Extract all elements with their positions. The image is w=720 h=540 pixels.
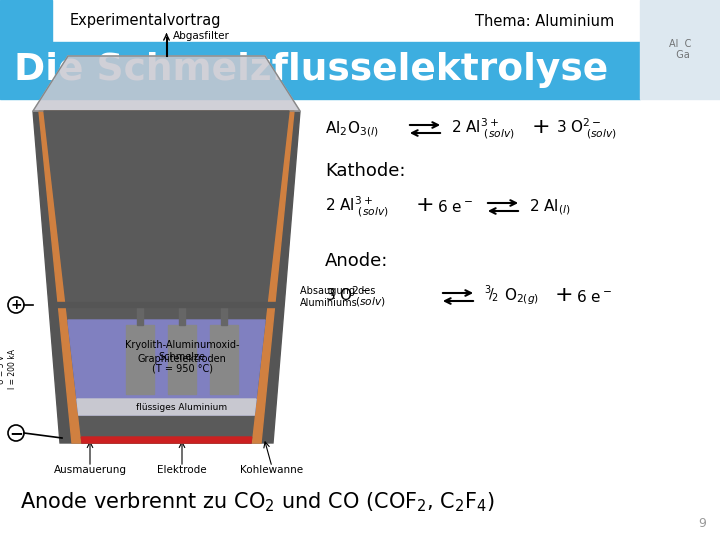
Bar xyxy=(0,0,720,42)
Bar xyxy=(168,325,196,394)
Text: 2 Al$^{3+}_{\ (solv)}$: 2 Al$^{3+}_{\ (solv)}$ xyxy=(325,195,389,219)
Text: +: + xyxy=(415,195,434,215)
Text: Kathode:: Kathode: xyxy=(325,162,405,180)
Text: 9: 9 xyxy=(698,517,706,530)
Text: −: − xyxy=(9,424,23,442)
Text: +: + xyxy=(10,298,22,312)
Bar xyxy=(126,325,154,394)
Text: Kohlewanne: Kohlewanne xyxy=(240,465,304,475)
Bar xyxy=(210,325,238,394)
Text: Abgasfilter: Abgasfilter xyxy=(173,31,230,41)
Polygon shape xyxy=(39,111,294,443)
Text: 6 e$^-$: 6 e$^-$ xyxy=(576,289,612,305)
Bar xyxy=(179,307,185,325)
Text: 3 O$^{2-}_{\ (solv)}$: 3 O$^{2-}_{\ (solv)}$ xyxy=(325,285,386,309)
Polygon shape xyxy=(77,399,256,415)
Text: O$_{2(g)}$: O$_{2(g)}$ xyxy=(504,287,539,307)
Text: Absaugung des
Aluminiums: Absaugung des Aluminiums xyxy=(300,286,375,308)
Text: 3 O$^{2-}_{\ (solv)}$: 3 O$^{2-}_{\ (solv)}$ xyxy=(556,117,617,141)
Text: U = 5 V
I = 200 kA: U = 5 V I = 200 kA xyxy=(0,349,17,389)
Text: Anode verbrennt zu CO$_2$ und CO (COF$_2$, C$_2$F$_4$): Anode verbrennt zu CO$_2$ und CO (COF$_2… xyxy=(20,490,495,514)
Polygon shape xyxy=(44,111,289,443)
Text: Elektrode: Elektrode xyxy=(157,465,207,475)
Text: Die Schmelzflusselektrolyse: Die Schmelzflusselektrolyse xyxy=(14,52,608,89)
Bar xyxy=(0,42,640,99)
Text: 2 Al$^{3+}_{\ (solv)}$: 2 Al$^{3+}_{\ (solv)}$ xyxy=(451,117,515,141)
Bar xyxy=(137,307,143,325)
Text: Al  C
  Ga: Al C Ga xyxy=(669,39,691,60)
Text: +: + xyxy=(531,117,550,137)
Text: Anode:: Anode: xyxy=(325,252,388,270)
Text: Graphitelektroden: Graphitelektroden xyxy=(138,354,226,364)
Polygon shape xyxy=(33,56,300,111)
Polygon shape xyxy=(68,320,265,415)
Text: +: + xyxy=(554,285,573,305)
Polygon shape xyxy=(33,111,300,443)
Bar xyxy=(640,0,720,99)
Text: 2 Al$_{(l)}$: 2 Al$_{(l)}$ xyxy=(529,197,571,217)
Text: Thema: Aluminium: Thema: Aluminium xyxy=(475,14,615,29)
Polygon shape xyxy=(81,437,252,443)
Text: 6 e$^-$: 6 e$^-$ xyxy=(437,199,473,215)
Text: Kryolith-Aluminumoxid-
Schmelze
(T = 950 °C): Kryolith-Aluminumoxid- Schmelze (T = 950… xyxy=(125,340,239,373)
Text: Experimentalvortrag: Experimentalvortrag xyxy=(69,14,221,29)
Bar xyxy=(221,307,227,325)
Text: $^3\!/\!_2$: $^3\!/\!_2$ xyxy=(484,282,498,303)
Text: flüssiges Aluminium: flüssiges Aluminium xyxy=(136,402,228,411)
Bar xyxy=(53,302,280,307)
Text: Al$_2$O$_{3(l)}$: Al$_2$O$_{3(l)}$ xyxy=(325,119,379,139)
Bar xyxy=(0,0,52,42)
Text: Ausmauerung: Ausmauerung xyxy=(53,465,127,475)
